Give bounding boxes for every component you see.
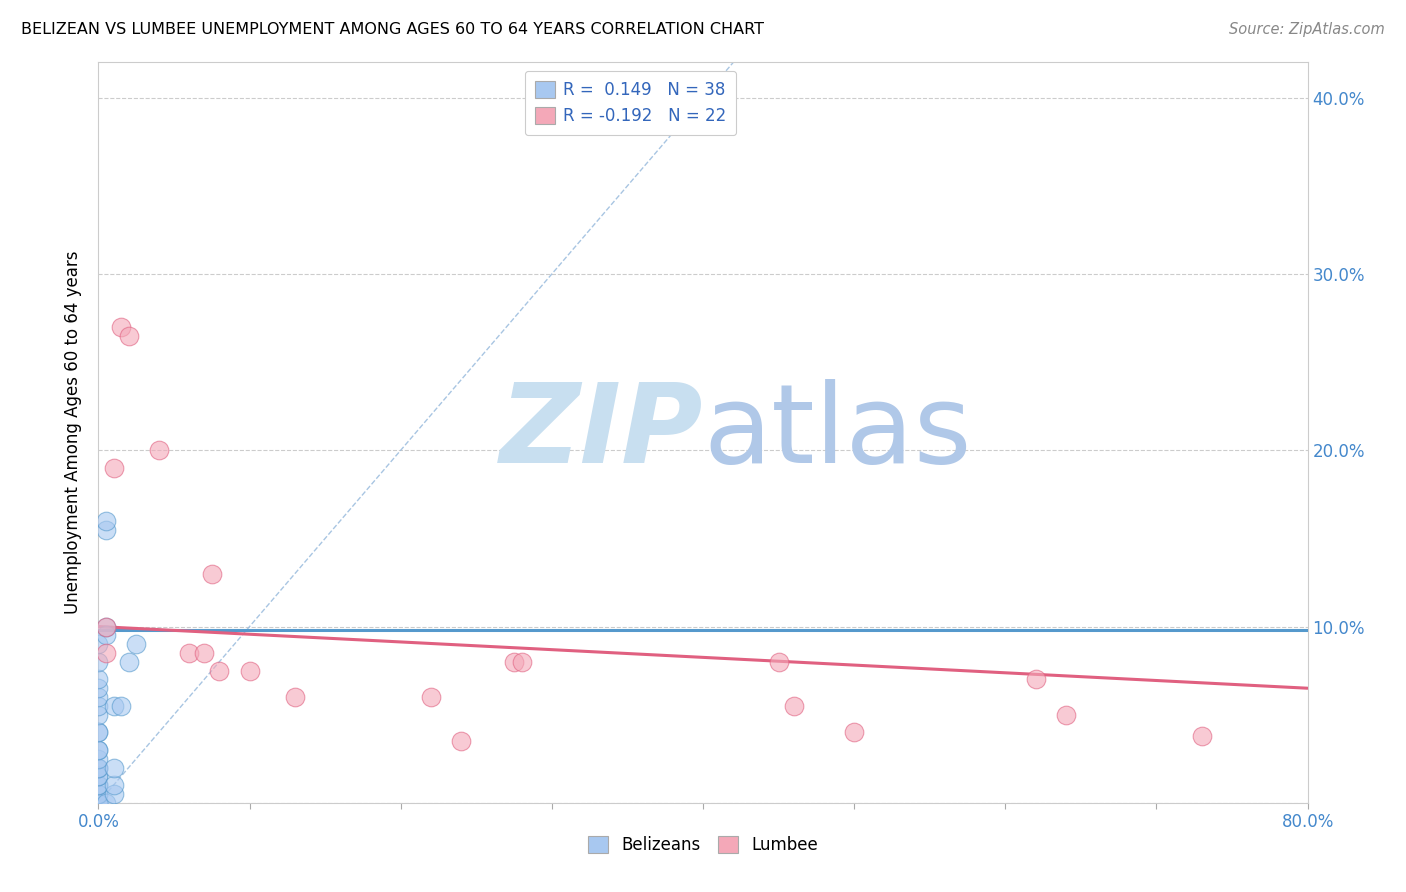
Point — [87, 796, 110, 810]
Point — [87, 796, 110, 810]
Text: BELIZEAN VS LUMBEE UNEMPLOYMENT AMONG AGES 60 TO 64 YEARS CORRELATION CHART: BELIZEAN VS LUMBEE UNEMPLOYMENT AMONG AG… — [21, 22, 763, 37]
Point — [94, 619, 117, 633]
Point — [103, 698, 125, 713]
Point — [87, 796, 110, 810]
Text: Source: ZipAtlas.com: Source: ZipAtlas.com — [1229, 22, 1385, 37]
Point — [783, 698, 806, 713]
Point — [87, 796, 110, 810]
Y-axis label: Unemployment Among Ages 60 to 64 years: Unemployment Among Ages 60 to 64 years — [65, 251, 83, 615]
Point — [208, 664, 231, 678]
Point — [87, 787, 110, 801]
Point — [503, 655, 526, 669]
Point — [87, 796, 110, 810]
Point — [87, 637, 110, 651]
Point — [201, 566, 224, 581]
Point — [110, 319, 132, 334]
Point — [420, 690, 443, 704]
Point — [94, 646, 117, 660]
Point — [1054, 707, 1077, 722]
Point — [87, 698, 110, 713]
Point — [510, 655, 533, 669]
Point — [87, 760, 110, 774]
Point — [87, 778, 110, 792]
Point — [125, 637, 148, 651]
Point — [87, 655, 110, 669]
Point — [103, 760, 125, 774]
Text: ZIP: ZIP — [499, 379, 703, 486]
Point — [103, 787, 125, 801]
Point — [768, 655, 790, 669]
Point — [87, 690, 110, 704]
Point — [87, 769, 110, 783]
Point — [87, 673, 110, 687]
Point — [118, 655, 141, 669]
Point — [118, 328, 141, 343]
Point — [87, 796, 110, 810]
Point — [87, 769, 110, 783]
Point — [284, 690, 307, 704]
Point — [179, 646, 201, 660]
Point — [193, 646, 215, 660]
Point — [148, 443, 170, 458]
Point — [87, 681, 110, 696]
Point — [94, 514, 117, 528]
Point — [87, 725, 110, 739]
Point — [1024, 673, 1046, 687]
Point — [94, 619, 117, 633]
Point — [450, 734, 472, 748]
Point — [844, 725, 866, 739]
Point — [94, 628, 117, 642]
Point — [239, 664, 262, 678]
Point — [103, 461, 125, 475]
Text: atlas: atlas — [703, 379, 972, 486]
Point — [103, 778, 125, 792]
Point — [94, 523, 117, 537]
Point — [87, 743, 110, 757]
Point — [1191, 729, 1213, 743]
Point — [94, 796, 117, 810]
Point — [87, 778, 110, 792]
Legend: Belizeans, Lumbee: Belizeans, Lumbee — [582, 830, 824, 861]
Point — [87, 752, 110, 766]
Point — [87, 707, 110, 722]
Point — [87, 787, 110, 801]
Point — [110, 698, 132, 713]
Point — [87, 760, 110, 774]
Point — [87, 743, 110, 757]
Point — [87, 725, 110, 739]
